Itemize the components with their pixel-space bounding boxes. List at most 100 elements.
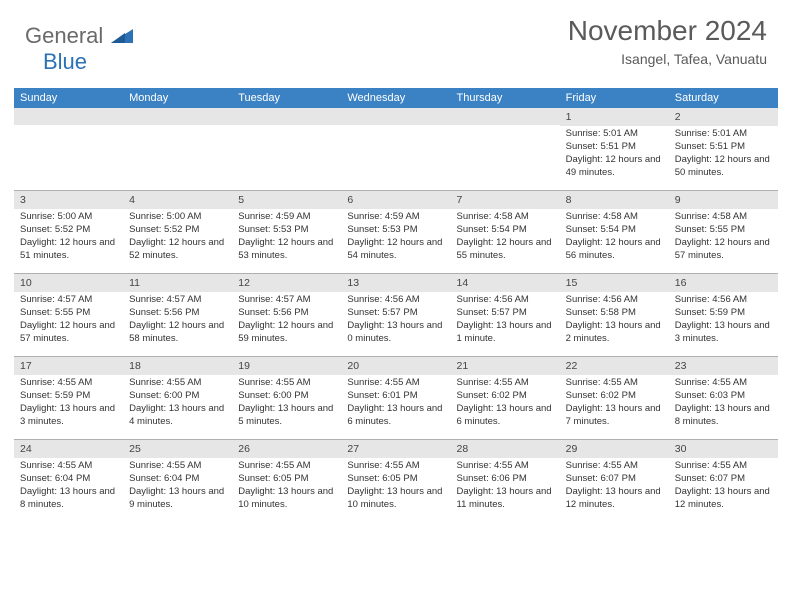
day-cell: 7Sunrise: 4:58 AMSunset: 5:54 PMDaylight… — [451, 191, 560, 273]
sunrise-text: Sunrise: 4:55 AM — [20, 377, 117, 390]
sunset-text: Sunset: 5:51 PM — [566, 141, 663, 154]
sunset-text: Sunset: 5:55 PM — [675, 224, 772, 237]
day-number: 29 — [560, 440, 669, 458]
day-cell: 1Sunrise: 5:01 AMSunset: 5:51 PMDaylight… — [560, 108, 669, 190]
day-content: Sunrise: 4:58 AMSunset: 5:54 PMDaylight:… — [560, 209, 669, 266]
sunset-text: Sunset: 6:04 PM — [129, 473, 226, 486]
day-cell: 16Sunrise: 4:56 AMSunset: 5:59 PMDayligh… — [669, 274, 778, 356]
day-content: Sunrise: 4:55 AMSunset: 6:04 PMDaylight:… — [14, 458, 123, 515]
sunset-text: Sunset: 5:55 PM — [20, 307, 117, 320]
day-number: 27 — [341, 440, 450, 458]
day-number: 4 — [123, 191, 232, 209]
day-number: 7 — [451, 191, 560, 209]
sunrise-text: Sunrise: 4:57 AM — [20, 294, 117, 307]
sunrise-text: Sunrise: 4:55 AM — [129, 460, 226, 473]
daylight-text: Daylight: 12 hours and 54 minutes. — [347, 237, 444, 263]
day-content: Sunrise: 4:55 AMSunset: 6:07 PMDaylight:… — [669, 458, 778, 515]
sunset-text: Sunset: 6:02 PM — [457, 390, 554, 403]
day-number: 18 — [123, 357, 232, 375]
day-cell: 10Sunrise: 4:57 AMSunset: 5:55 PMDayligh… — [14, 274, 123, 356]
day-cell: 28Sunrise: 4:55 AMSunset: 6:06 PMDayligh… — [451, 440, 560, 522]
daylight-text: Daylight: 13 hours and 10 minutes. — [238, 486, 335, 512]
sunrise-text: Sunrise: 4:56 AM — [347, 294, 444, 307]
sunrise-text: Sunrise: 4:55 AM — [20, 460, 117, 473]
day-cell: 24Sunrise: 4:55 AMSunset: 6:04 PMDayligh… — [14, 440, 123, 522]
day-cell: 3Sunrise: 5:00 AMSunset: 5:52 PMDaylight… — [14, 191, 123, 273]
week-row: 1Sunrise: 5:01 AMSunset: 5:51 PMDaylight… — [14, 108, 778, 190]
day-cell — [123, 108, 232, 190]
sunrise-text: Sunrise: 5:01 AM — [566, 128, 663, 141]
daylight-text: Daylight: 13 hours and 3 minutes. — [20, 403, 117, 429]
daylight-text: Daylight: 13 hours and 9 minutes. — [129, 486, 226, 512]
day-content: Sunrise: 4:57 AMSunset: 5:56 PMDaylight:… — [123, 292, 232, 349]
sunset-text: Sunset: 6:03 PM — [675, 390, 772, 403]
sunset-text: Sunset: 5:54 PM — [566, 224, 663, 237]
day-cell: 30Sunrise: 4:55 AMSunset: 6:07 PMDayligh… — [669, 440, 778, 522]
day-content: Sunrise: 4:55 AMSunset: 6:07 PMDaylight:… — [560, 458, 669, 515]
day-number: 13 — [341, 274, 450, 292]
week-row: 24Sunrise: 4:55 AMSunset: 6:04 PMDayligh… — [14, 439, 778, 522]
sunrise-text: Sunrise: 4:55 AM — [129, 377, 226, 390]
logo-triangle-icon — [111, 30, 133, 47]
sunset-text: Sunset: 6:02 PM — [566, 390, 663, 403]
day-number: 1 — [560, 108, 669, 126]
daylight-text: Daylight: 12 hours and 57 minutes. — [675, 237, 772, 263]
daylight-text: Daylight: 12 hours and 55 minutes. — [457, 237, 554, 263]
day-number: 25 — [123, 440, 232, 458]
sunrise-text: Sunrise: 4:55 AM — [566, 377, 663, 390]
day-cell: 11Sunrise: 4:57 AMSunset: 5:56 PMDayligh… — [123, 274, 232, 356]
day-cell: 2Sunrise: 5:01 AMSunset: 5:51 PMDaylight… — [669, 108, 778, 190]
sunrise-text: Sunrise: 4:58 AM — [457, 211, 554, 224]
day-number: 28 — [451, 440, 560, 458]
daylight-text: Daylight: 12 hours and 52 minutes. — [129, 237, 226, 263]
day-content: Sunrise: 5:01 AMSunset: 5:51 PMDaylight:… — [560, 126, 669, 183]
daylight-text: Daylight: 12 hours and 57 minutes. — [20, 320, 117, 346]
day-content: Sunrise: 4:55 AMSunset: 6:03 PMDaylight:… — [669, 375, 778, 432]
day-content: Sunrise: 4:56 AMSunset: 5:57 PMDaylight:… — [341, 292, 450, 349]
logo-text-blue: Blue — [43, 49, 87, 74]
sunrise-text: Sunrise: 4:55 AM — [457, 460, 554, 473]
day-number: 24 — [14, 440, 123, 458]
empty-day-bar — [123, 108, 232, 125]
empty-day-bar — [341, 108, 450, 125]
sunset-text: Sunset: 6:07 PM — [675, 473, 772, 486]
day-content: Sunrise: 4:58 AMSunset: 5:55 PMDaylight:… — [669, 209, 778, 266]
sunrise-text: Sunrise: 4:55 AM — [675, 377, 772, 390]
day-content: Sunrise: 4:55 AMSunset: 6:00 PMDaylight:… — [123, 375, 232, 432]
daylight-text: Daylight: 13 hours and 8 minutes. — [20, 486, 117, 512]
sunrise-text: Sunrise: 4:57 AM — [129, 294, 226, 307]
empty-day-bar — [451, 108, 560, 125]
logo: General Blue — [25, 23, 133, 75]
day-cell — [14, 108, 123, 190]
calendar: SundayMondayTuesdayWednesdayThursdayFrid… — [14, 88, 778, 522]
month-title: November 2024 — [568, 15, 767, 47]
sunset-text: Sunset: 6:04 PM — [20, 473, 117, 486]
sunrise-text: Sunrise: 4:55 AM — [238, 460, 335, 473]
day-content: Sunrise: 4:55 AMSunset: 6:04 PMDaylight:… — [123, 458, 232, 515]
day-number: 2 — [669, 108, 778, 126]
day-content: Sunrise: 4:55 AMSunset: 5:59 PMDaylight:… — [14, 375, 123, 432]
day-header-cell: Wednesday — [341, 88, 450, 108]
sunset-text: Sunset: 5:59 PM — [675, 307, 772, 320]
day-cell: 23Sunrise: 4:55 AMSunset: 6:03 PMDayligh… — [669, 357, 778, 439]
week-row: 10Sunrise: 4:57 AMSunset: 5:55 PMDayligh… — [14, 273, 778, 356]
daylight-text: Daylight: 13 hours and 0 minutes. — [347, 320, 444, 346]
day-cell: 12Sunrise: 4:57 AMSunset: 5:56 PMDayligh… — [232, 274, 341, 356]
day-number: 23 — [669, 357, 778, 375]
day-number: 12 — [232, 274, 341, 292]
daylight-text: Daylight: 12 hours and 58 minutes. — [129, 320, 226, 346]
day-number: 11 — [123, 274, 232, 292]
day-number: 26 — [232, 440, 341, 458]
sunset-text: Sunset: 6:07 PM — [566, 473, 663, 486]
day-header-cell: Tuesday — [232, 88, 341, 108]
day-number: 6 — [341, 191, 450, 209]
day-number: 19 — [232, 357, 341, 375]
day-content: Sunrise: 4:56 AMSunset: 5:59 PMDaylight:… — [669, 292, 778, 349]
daylight-text: Daylight: 13 hours and 6 minutes. — [347, 403, 444, 429]
day-content: Sunrise: 4:59 AMSunset: 5:53 PMDaylight:… — [341, 209, 450, 266]
day-number: 5 — [232, 191, 341, 209]
day-content: Sunrise: 4:55 AMSunset: 6:06 PMDaylight:… — [451, 458, 560, 515]
day-cell: 29Sunrise: 4:55 AMSunset: 6:07 PMDayligh… — [560, 440, 669, 522]
day-number: 14 — [451, 274, 560, 292]
day-number: 20 — [341, 357, 450, 375]
